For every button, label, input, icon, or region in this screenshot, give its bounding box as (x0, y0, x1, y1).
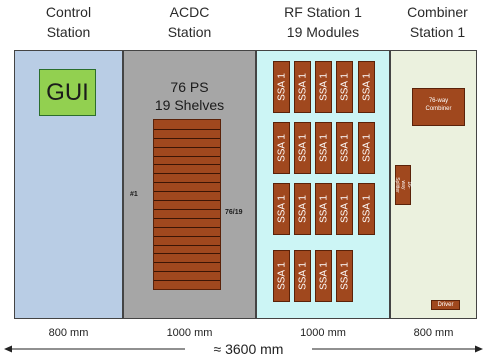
shelf-divider (154, 271, 220, 272)
first-shelf-marker: #1 (130, 191, 138, 198)
shelf-divider (154, 147, 220, 148)
dimension-combiner: 800 mm (413, 327, 454, 339)
ssa-module-label: SSA 1 (318, 134, 329, 162)
header-acdc-station: ACDC Station (167, 4, 212, 40)
ssa-module-label: SSA 1 (361, 134, 372, 162)
shelf-divider (154, 164, 220, 165)
shelf-divider (154, 245, 220, 246)
control-station-panel: GUI (14, 50, 123, 319)
shelf-divider (154, 209, 220, 210)
ssa-module-label: SSA 1 (339, 134, 350, 162)
total-width-arrow (4, 345, 483, 353)
shelf-divider (154, 200, 220, 201)
shelf-divider (154, 227, 220, 228)
shelf-divider (154, 280, 220, 281)
dimension-control: 800 mm (48, 327, 89, 339)
shelf-divider (154, 138, 220, 139)
ssa-module-label: SSA 1 (318, 262, 329, 290)
ssa-module: SSA 1 (358, 183, 375, 235)
ps-count-label: 76 PS (170, 79, 209, 95)
shelf-divider (154, 173, 220, 174)
ssa-module: SSA 1 (294, 183, 311, 235)
ssa-module-label: SSA 1 (339, 195, 350, 223)
rf-station-panel: SSA 1 SSA 1 SSA 1 SSA 1 SSA 1 SSA 1 SSA 1 SSA 1… (256, 50, 390, 319)
ssa-module: SSA 1 (336, 183, 353, 235)
ssa-module-label: SSA 1 (361, 73, 372, 101)
ssa-module-label: SSA 1 (361, 195, 372, 223)
shelf-divider (154, 129, 220, 130)
ssa-module-label: SSA 1 (339, 73, 350, 101)
ssa-module-label: SSA 1 (297, 73, 308, 101)
ssa-module: SSA 1 (336, 61, 353, 113)
ssa-module-label: SSA 1 (339, 262, 350, 290)
ssa-module: SSA 1 (273, 61, 290, 113)
combiner-station-panel: 76-way Combiner 16-way Splitter Driver (390, 50, 477, 319)
ssa-module: SSA 1 (336, 250, 353, 302)
ssa-module: SSA 1 (315, 250, 332, 302)
ssa-module: SSA 1 (294, 122, 311, 174)
ssa-module: SSA 1 (315, 183, 332, 235)
shelf-divider (154, 191, 220, 192)
ssa-module: SSA 1 (273, 183, 290, 235)
ssa-module: SSA 1 (336, 122, 353, 174)
ssa-module-label: SSA 1 (318, 73, 329, 101)
ssa-module-label: SSA 1 (276, 195, 287, 223)
shelf-divider (154, 253, 220, 254)
ssa-module: SSA 1 (358, 122, 375, 174)
header-control-station: Control Station (45, 4, 92, 40)
power-supply-shelf-stack (153, 119, 221, 290)
ssa-module-label: SSA 1 (276, 262, 287, 290)
driver-box: Driver (431, 300, 460, 310)
ssa-module: SSA 1 (294, 61, 311, 113)
shelves-count-label: 19 Shelves (154, 97, 225, 113)
gui-box: GUI (39, 69, 96, 116)
ssa-module-label: SSA 1 (297, 262, 308, 290)
total-width-label: ≈ 3600 mm (213, 341, 284, 357)
ssa-module-label: SSA 1 (318, 195, 329, 223)
shelf-divider (154, 156, 220, 157)
ssa-module-label: SSA 1 (297, 134, 308, 162)
shelf-divider (154, 182, 220, 183)
shelf-divider (154, 262, 220, 263)
splitter-label: 16-way Splitter (394, 177, 412, 193)
dimension-rf: 1000 mm (300, 327, 346, 339)
ssa-module: SSA 1 (273, 122, 290, 174)
ssa-module-label: SSA 1 (276, 73, 287, 101)
ssa-module-label: SSA 1 (297, 195, 308, 223)
dimension-acdc: 1000 mm (166, 327, 213, 339)
ssa-module-label: SSA 1 (276, 134, 287, 162)
ssa-module: SSA 1 (315, 122, 332, 174)
last-shelf-marker: 76/19 (225, 209, 243, 216)
acdc-station-panel: 76 PS 19 Shelves #1 76/19 (123, 50, 256, 319)
combiner-76-way: 76-way Combiner (412, 88, 465, 126)
header-rf-station: RF Station 1 19 Modules (284, 4, 362, 40)
shelf-divider (154, 236, 220, 237)
header-combiner-station: Combiner Station 1 (407, 4, 468, 40)
splitter-16-way: 16-way Splitter (394, 165, 412, 205)
ssa-module: SSA 1 (358, 61, 375, 113)
ssa-module: SSA 1 (315, 61, 332, 113)
shelf-divider (154, 218, 220, 219)
ssa-module: SSA 1 (273, 250, 290, 302)
ssa-module: SSA 1 (294, 250, 311, 302)
